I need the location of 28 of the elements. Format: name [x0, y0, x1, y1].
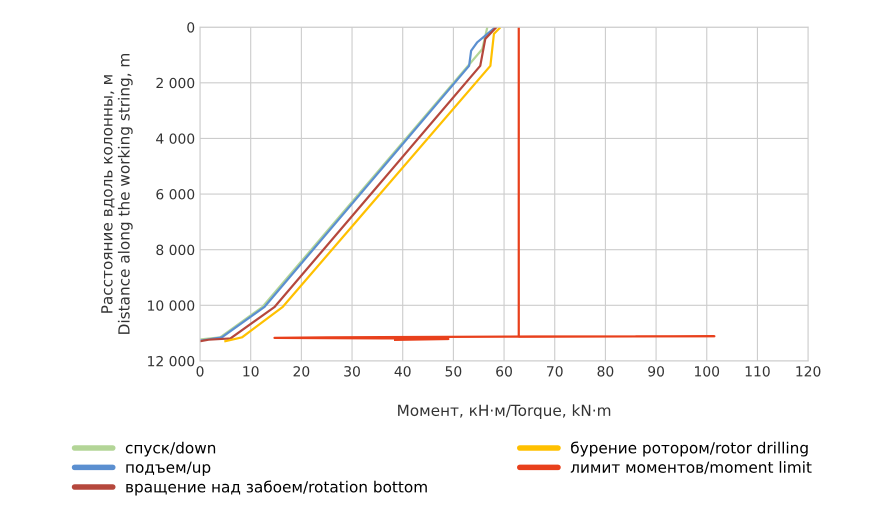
x-tick-label: 50 [446, 366, 462, 377]
legend-label: спуск/down [126, 442, 216, 457]
y-tick-label: 12 000 [148, 356, 194, 366]
y-tick-label: 8 000 [156, 244, 194, 256]
x-tick-label: 90 [648, 366, 664, 377]
y-tick-label: 10 000 [148, 300, 194, 311]
x-tick-label: 80 [598, 366, 614, 377]
x-tick-label: 100 [695, 366, 720, 377]
line-series [273, 27, 716, 341]
y-axis-title: Расстояние вдоль колонны, м Distance along the working string, m [101, 54, 133, 334]
y-tick-label: 6 000 [156, 189, 194, 200]
x-tick-label: 0 [196, 366, 204, 377]
x-tick-label: 10 [243, 366, 259, 377]
legend-label: подъем/up [126, 462, 210, 476]
y-tick-label: 0 [187, 22, 194, 33]
x-tick-label: 30 [344, 366, 360, 377]
y-tick-label: 4 000 [156, 133, 194, 144]
x-tick-label: 70 [547, 366, 563, 377]
x-tick-label: 20 [294, 366, 310, 377]
x-tick-label: 110 [746, 366, 770, 377]
x-tick-label: 60 [496, 366, 512, 377]
x-tick-label: 40 [394, 366, 411, 377]
legend-label: лимит моментов/moment limit [570, 461, 812, 474]
legend-label: бурение ротором/rotor drilling [571, 441, 808, 457]
legend-label: вращение над забоем/rotation bottom [126, 480, 427, 496]
x-tick-label: 120 [796, 366, 820, 377]
y-tick-label: 2 000 [156, 78, 194, 88]
x-axis-title: Момент, кН·м/Torque, kN·m [398, 404, 610, 420]
